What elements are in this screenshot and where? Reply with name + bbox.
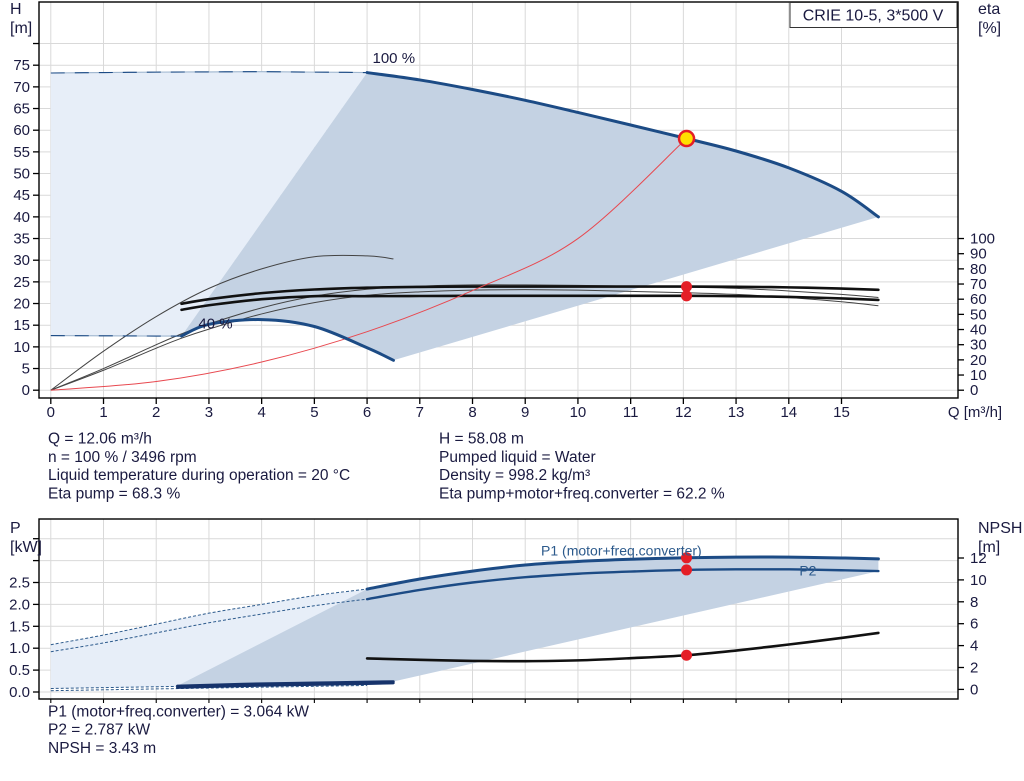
svg-text:5: 5: [22, 361, 30, 378]
svg-text:90: 90: [970, 246, 987, 263]
svg-text:0: 0: [47, 404, 55, 421]
svg-text:70: 70: [13, 79, 30, 96]
svg-text:4: 4: [257, 404, 265, 421]
svg-text:15: 15: [833, 404, 850, 421]
svg-text:65: 65: [13, 101, 30, 118]
svg-text:35: 35: [13, 231, 30, 248]
svg-text:60: 60: [13, 122, 30, 139]
svg-text:10: 10: [970, 572, 987, 589]
svg-text:8: 8: [468, 404, 476, 421]
svg-text:30: 30: [970, 337, 987, 354]
svg-text:20: 20: [970, 352, 987, 369]
svg-text:20: 20: [13, 296, 30, 313]
svg-text:11: 11: [623, 404, 639, 421]
svg-text:13: 13: [728, 404, 745, 421]
svg-text:[kW]: [kW]: [10, 539, 42, 556]
svg-text:100 %: 100 %: [373, 50, 416, 67]
svg-text:7: 7: [416, 404, 424, 421]
svg-text:NPSH: NPSH: [978, 520, 1022, 537]
svg-text:4: 4: [970, 638, 978, 655]
svg-text:60: 60: [970, 291, 987, 308]
svg-text:[m]: [m]: [10, 20, 32, 37]
svg-text:Q = 12.06 m³/h: Q = 12.06 m³/h: [48, 431, 152, 448]
svg-text:50: 50: [970, 306, 987, 323]
svg-text:40: 40: [13, 209, 30, 226]
svg-text:H: H: [10, 1, 22, 18]
svg-text:5: 5: [310, 404, 318, 421]
svg-text:100: 100: [970, 231, 995, 248]
svg-text:25: 25: [13, 274, 30, 291]
svg-text:eta: eta: [978, 1, 1000, 18]
svg-text:2.0: 2.0: [9, 596, 30, 613]
svg-text:Q [m³/h]: Q [m³/h]: [948, 404, 1002, 421]
svg-text:P1 (motor+freq.converter): P1 (motor+freq.converter): [541, 542, 702, 558]
svg-text:P1 (motor+freq.converter) = 3.: P1 (motor+freq.converter) = 3.064 kW: [48, 703, 309, 720]
svg-text:1: 1: [99, 404, 107, 421]
svg-text:0: 0: [970, 382, 978, 399]
svg-text:45: 45: [13, 187, 30, 204]
svg-text:40 %: 40 %: [198, 316, 232, 333]
svg-text:Pumped liquid = Water: Pumped liquid = Water: [439, 449, 596, 466]
svg-text:Density = 998.2 kg/m³: Density = 998.2 kg/m³: [439, 467, 590, 484]
svg-text:40: 40: [970, 322, 987, 339]
svg-text:0.5: 0.5: [9, 662, 30, 679]
svg-text:CRIE 10-5, 3*500 V: CRIE 10-5, 3*500 V: [803, 8, 944, 25]
svg-text:2.5: 2.5: [9, 575, 30, 592]
svg-text:1.0: 1.0: [9, 640, 30, 657]
svg-text:Eta pump+motor+freq.converter: Eta pump+motor+freq.converter = 62.2 %: [439, 485, 725, 502]
svg-text:55: 55: [13, 144, 30, 161]
svg-text:H = 58.08 m: H = 58.08 m: [439, 431, 524, 448]
svg-text:12: 12: [675, 404, 692, 421]
svg-text:2: 2: [970, 660, 978, 677]
svg-text:P2 = 2.787 kW: P2 = 2.787 kW: [48, 722, 150, 739]
svg-text:10: 10: [13, 339, 30, 356]
svg-text:14: 14: [780, 404, 797, 421]
svg-text:[m]: [m]: [978, 539, 1000, 556]
svg-text:6: 6: [970, 616, 978, 633]
svg-text:80: 80: [970, 261, 987, 278]
svg-text:3: 3: [205, 404, 213, 421]
svg-text:10: 10: [970, 367, 987, 384]
svg-text:70: 70: [970, 276, 987, 293]
svg-text:10: 10: [570, 404, 587, 421]
svg-text:P: P: [10, 520, 21, 537]
svg-text:P2: P2: [799, 562, 816, 578]
svg-text:9: 9: [521, 404, 529, 421]
svg-text:6: 6: [363, 404, 371, 421]
svg-text:1.5: 1.5: [9, 618, 30, 635]
svg-text:75: 75: [13, 57, 30, 74]
svg-text:0.0: 0.0: [9, 684, 30, 701]
svg-text:0: 0: [970, 681, 978, 698]
svg-text:Liquid temperature during oper: Liquid temperature during operation = 20…: [48, 467, 350, 484]
svg-text:8: 8: [970, 594, 978, 611]
svg-text:30: 30: [13, 252, 30, 269]
svg-text:0: 0: [22, 382, 30, 399]
svg-text:Eta pump = 68.3 %: Eta pump = 68.3 %: [48, 485, 180, 502]
svg-text:15: 15: [13, 317, 30, 334]
svg-text:[%]: [%]: [978, 20, 1001, 37]
svg-text:n = 100 % / 3496 rpm: n = 100 % / 3496 rpm: [48, 449, 197, 466]
svg-text:NPSH = 3.43 m: NPSH = 3.43 m: [48, 740, 156, 757]
svg-text:2: 2: [152, 404, 160, 421]
svg-text:50: 50: [13, 166, 30, 183]
